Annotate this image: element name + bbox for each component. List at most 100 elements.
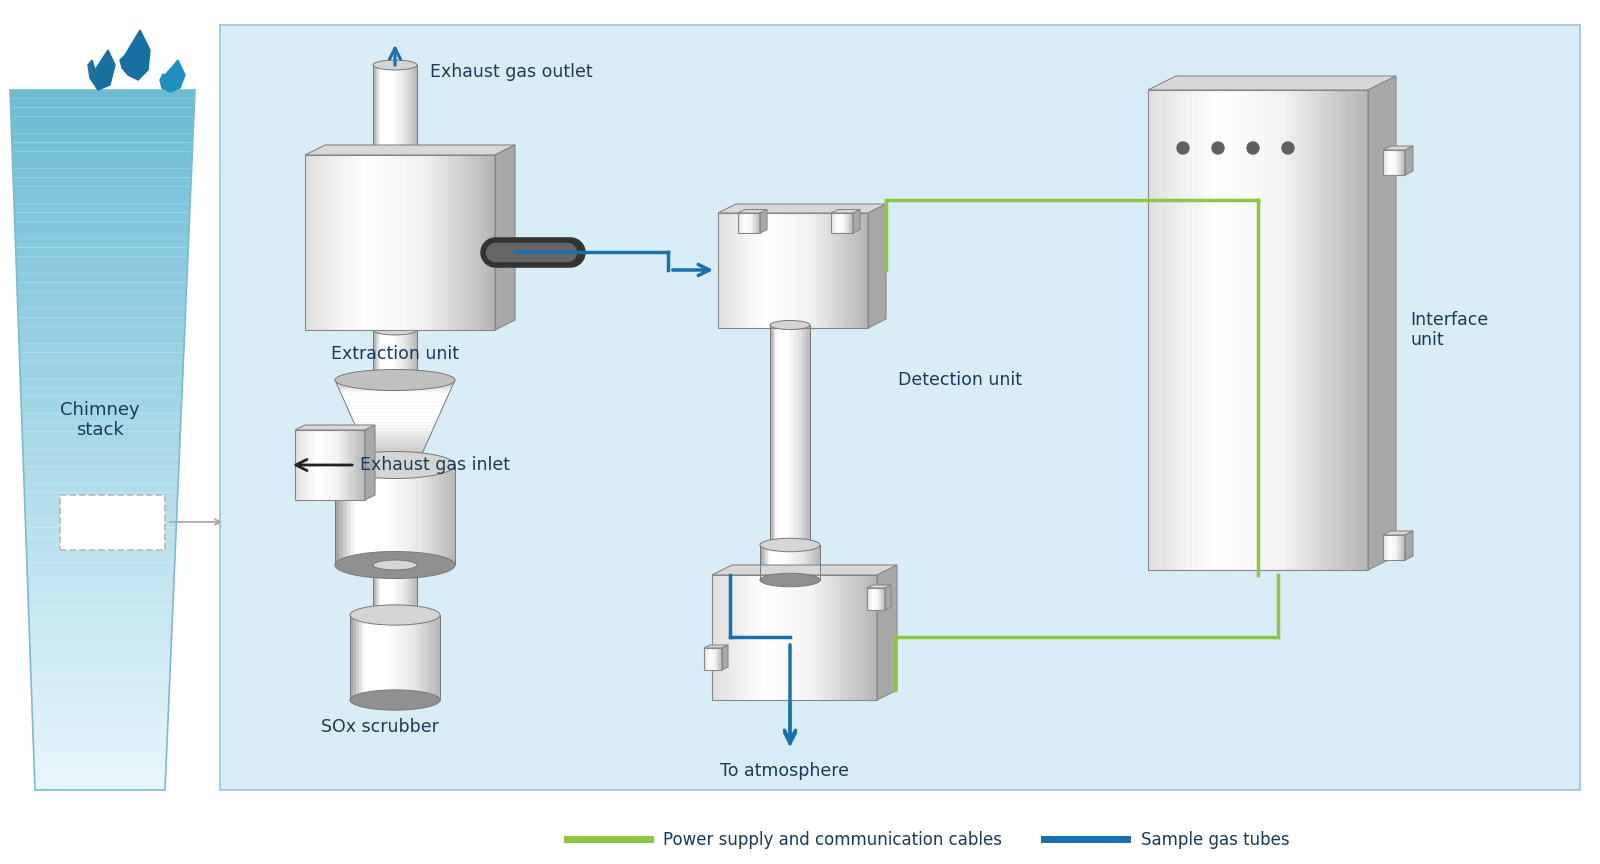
Polygon shape bbox=[467, 155, 472, 330]
Polygon shape bbox=[22, 440, 179, 448]
Polygon shape bbox=[718, 213, 722, 328]
Polygon shape bbox=[477, 155, 480, 330]
Polygon shape bbox=[1235, 90, 1242, 570]
Polygon shape bbox=[371, 615, 374, 700]
Polygon shape bbox=[390, 465, 395, 565]
Polygon shape bbox=[435, 465, 438, 565]
Polygon shape bbox=[365, 445, 426, 448]
Polygon shape bbox=[766, 213, 771, 328]
Polygon shape bbox=[494, 145, 515, 330]
Ellipse shape bbox=[373, 610, 418, 620]
Polygon shape bbox=[840, 575, 845, 700]
Polygon shape bbox=[822, 213, 827, 328]
Polygon shape bbox=[371, 465, 374, 565]
Polygon shape bbox=[741, 575, 746, 700]
Polygon shape bbox=[402, 615, 403, 700]
Polygon shape bbox=[16, 238, 189, 247]
Polygon shape bbox=[864, 575, 869, 700]
Polygon shape bbox=[1226, 90, 1230, 570]
Polygon shape bbox=[1165, 90, 1170, 570]
Polygon shape bbox=[752, 213, 755, 328]
Polygon shape bbox=[458, 155, 462, 330]
Polygon shape bbox=[357, 155, 362, 330]
Polygon shape bbox=[1368, 76, 1395, 570]
Polygon shape bbox=[13, 160, 192, 168]
Polygon shape bbox=[333, 430, 336, 500]
Polygon shape bbox=[717, 575, 720, 700]
Legend: Power supply and communication cables, Sample gas tubes: Power supply and communication cables, S… bbox=[560, 824, 1296, 855]
Text: Exhaust gas inlet: Exhaust gas inlet bbox=[360, 456, 510, 474]
Polygon shape bbox=[358, 430, 360, 500]
Polygon shape bbox=[794, 213, 797, 328]
Polygon shape bbox=[294, 425, 374, 430]
Polygon shape bbox=[22, 448, 179, 458]
Polygon shape bbox=[376, 155, 381, 330]
Polygon shape bbox=[765, 545, 766, 580]
Polygon shape bbox=[310, 430, 312, 500]
Polygon shape bbox=[1214, 90, 1219, 570]
Polygon shape bbox=[22, 458, 179, 467]
Polygon shape bbox=[782, 213, 786, 328]
Polygon shape bbox=[1170, 90, 1176, 570]
Polygon shape bbox=[339, 465, 342, 565]
Polygon shape bbox=[27, 588, 174, 598]
Polygon shape bbox=[328, 155, 333, 330]
Polygon shape bbox=[803, 575, 806, 700]
Polygon shape bbox=[342, 465, 347, 565]
Polygon shape bbox=[341, 430, 342, 500]
Polygon shape bbox=[480, 155, 485, 330]
Polygon shape bbox=[355, 465, 358, 565]
Polygon shape bbox=[21, 397, 182, 405]
Ellipse shape bbox=[373, 325, 418, 335]
Polygon shape bbox=[811, 213, 816, 328]
Polygon shape bbox=[725, 213, 730, 328]
Polygon shape bbox=[88, 50, 115, 90]
Ellipse shape bbox=[373, 190, 418, 200]
Polygon shape bbox=[830, 209, 861, 213]
Polygon shape bbox=[443, 155, 448, 330]
Polygon shape bbox=[30, 641, 171, 650]
Polygon shape bbox=[374, 615, 378, 700]
Polygon shape bbox=[13, 168, 192, 177]
Polygon shape bbox=[770, 575, 774, 700]
Polygon shape bbox=[827, 213, 830, 328]
Polygon shape bbox=[1246, 90, 1253, 570]
Polygon shape bbox=[416, 615, 419, 700]
Polygon shape bbox=[1149, 90, 1154, 570]
Polygon shape bbox=[411, 465, 414, 565]
Polygon shape bbox=[400, 155, 405, 330]
Polygon shape bbox=[774, 575, 778, 700]
Ellipse shape bbox=[760, 538, 819, 552]
Text: To atmosphere: To atmosphere bbox=[720, 762, 850, 780]
Polygon shape bbox=[333, 155, 338, 330]
Polygon shape bbox=[814, 575, 819, 700]
Polygon shape bbox=[32, 711, 168, 720]
Polygon shape bbox=[853, 213, 856, 328]
Polygon shape bbox=[10, 98, 195, 107]
Polygon shape bbox=[808, 213, 811, 328]
Polygon shape bbox=[358, 431, 432, 434]
Polygon shape bbox=[827, 575, 832, 700]
Polygon shape bbox=[1253, 90, 1258, 570]
Polygon shape bbox=[410, 155, 414, 330]
Circle shape bbox=[1213, 142, 1224, 154]
Polygon shape bbox=[1357, 90, 1363, 570]
Polygon shape bbox=[1258, 90, 1264, 570]
Polygon shape bbox=[34, 764, 166, 772]
Polygon shape bbox=[832, 575, 835, 700]
Polygon shape bbox=[406, 465, 411, 565]
Polygon shape bbox=[294, 430, 296, 500]
Polygon shape bbox=[24, 492, 178, 501]
Polygon shape bbox=[1405, 146, 1413, 175]
Polygon shape bbox=[322, 430, 323, 500]
Polygon shape bbox=[11, 134, 194, 143]
Polygon shape bbox=[29, 624, 173, 632]
Ellipse shape bbox=[373, 560, 418, 570]
Polygon shape bbox=[877, 565, 898, 700]
Polygon shape bbox=[805, 213, 808, 328]
Polygon shape bbox=[318, 430, 320, 500]
Polygon shape bbox=[32, 685, 170, 694]
Polygon shape bbox=[346, 430, 347, 500]
Polygon shape bbox=[789, 213, 794, 328]
Polygon shape bbox=[867, 585, 891, 588]
